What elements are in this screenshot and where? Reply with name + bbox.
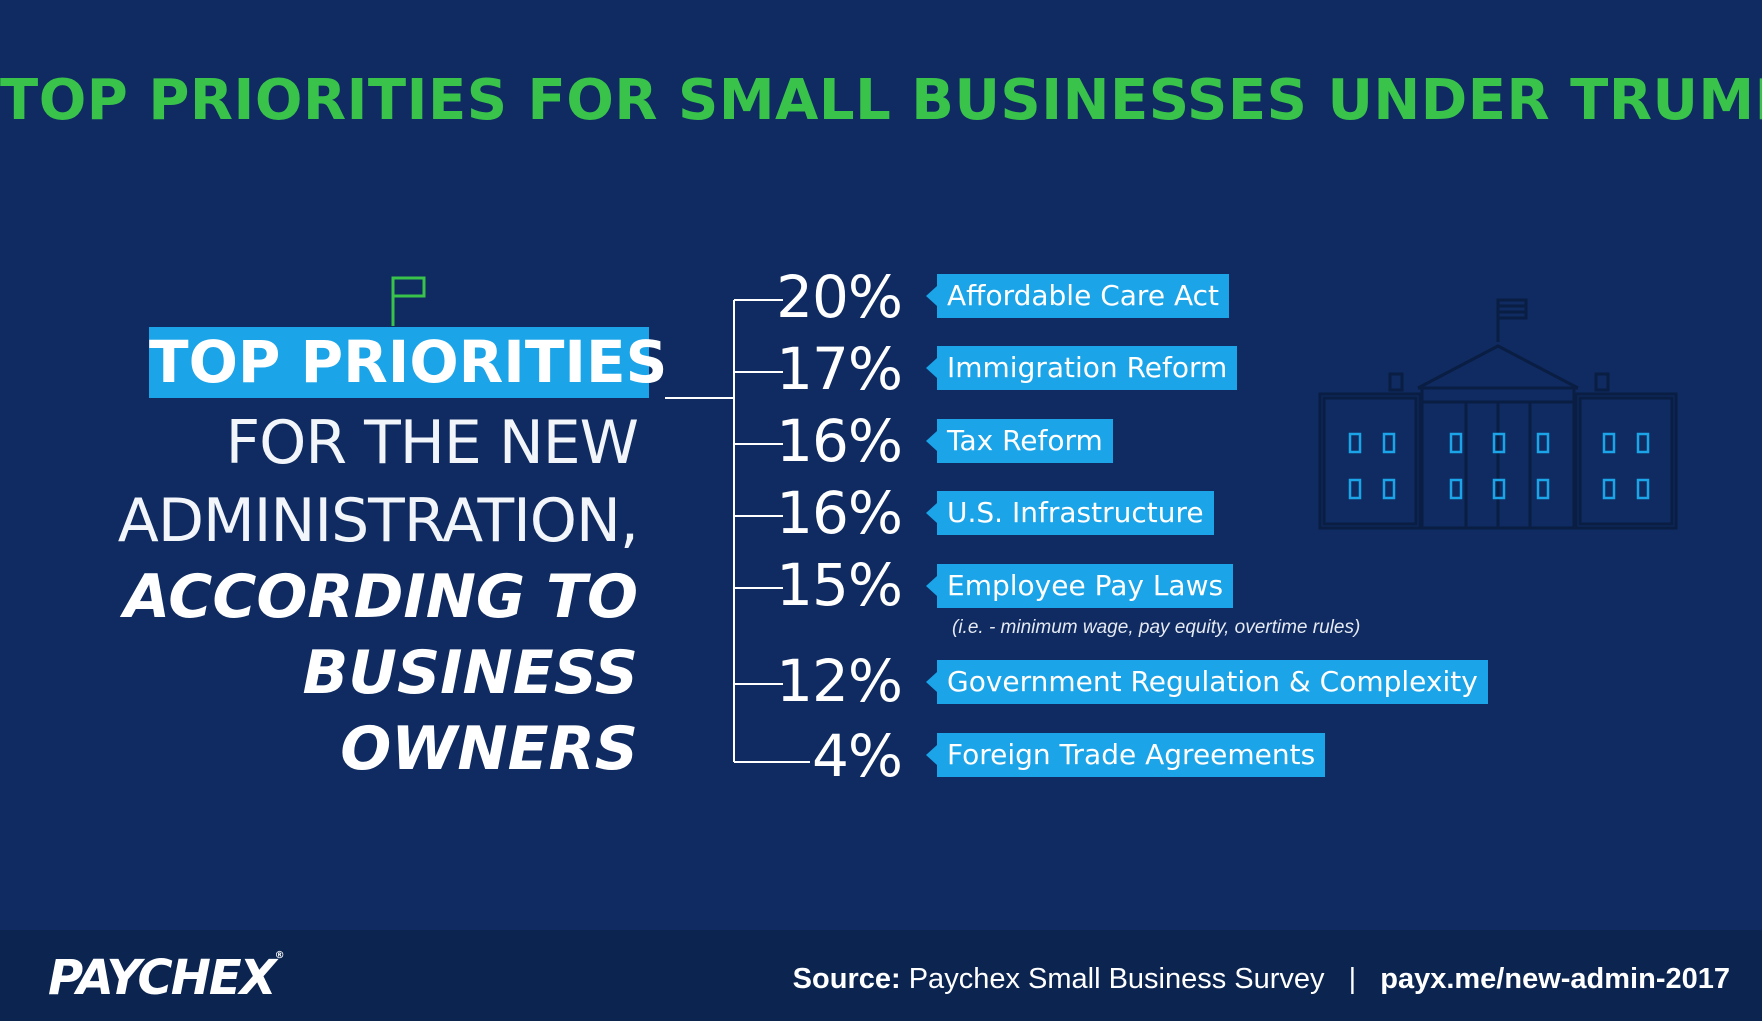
priority-label: Employee Pay Laws	[925, 564, 1234, 608]
source-text: Paychex Small Business Survey	[908, 963, 1325, 995]
priority-percent: 4%	[811, 722, 903, 790]
priority-percent: 16%	[776, 479, 903, 547]
footer-separator: |	[1348, 963, 1357, 995]
headline-line-4: BUSINESS	[302, 638, 638, 708]
headline-line-5: OWNERS	[340, 714, 638, 784]
headline-highlight: TOP PRIORITIES	[149, 328, 668, 396]
footer-bar	[0, 930, 1762, 1021]
headline-line-2: ADMINISTRATION,	[117, 486, 639, 556]
headline-line-3: ACCORDING TO	[123, 562, 638, 632]
priority-label: U.S. Infrastructure	[926, 491, 1214, 535]
priority-percent: 16%	[776, 407, 903, 475]
priority-percent: 20%	[776, 263, 903, 331]
paychex-logo: PAYCHEX®	[48, 950, 285, 1006]
priority-label: Foreign Trade Agreements	[925, 733, 1326, 777]
priority-percent: 15%	[776, 551, 903, 619]
priority-percent: 12%	[776, 647, 903, 715]
priority-percent: 17%	[776, 335, 903, 403]
flag-icon	[391, 276, 426, 326]
page-title: TOP PRIORITIES FOR SMALL BUSINESSES UNDE…	[0, 68, 1762, 133]
headline-highlight-box	[149, 327, 649, 398]
source-url: payx.me/new-admin-2017	[1380, 963, 1730, 995]
priority-label: Affordable Care Act	[926, 274, 1229, 318]
source-label: Source:	[792, 963, 901, 995]
priority-label: Government Regulation & Complexity	[926, 660, 1488, 704]
priority-label: Tax Reform	[926, 419, 1113, 463]
source-line: Source: Paychex Small Business Survey | …	[793, 963, 1730, 996]
headline-line-1: FOR THE NEW	[225, 408, 639, 478]
white-house-icon	[1318, 298, 1678, 530]
pay-laws-note: (i.e. - minimum wage, pay equity, overti…	[952, 617, 1361, 638]
priority-label: Immigration Reform	[925, 346, 1238, 390]
